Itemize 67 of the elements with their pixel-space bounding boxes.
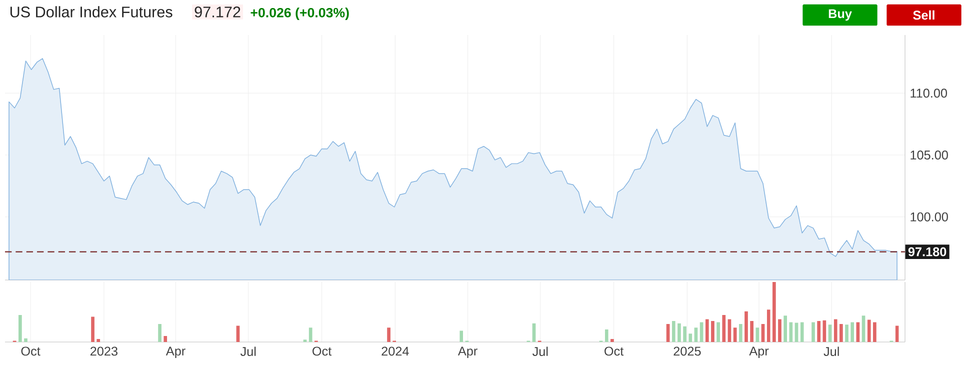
bar — [678, 323, 681, 342]
text: Buy — [828, 9, 852, 21]
bar — [756, 328, 760, 342]
bar — [158, 324, 162, 342]
text: 97.172 — [194, 6, 240, 18]
bar — [694, 328, 698, 342]
y-tick-label: 105.00 — [910, 150, 948, 160]
x-tick-label: Apr — [166, 346, 186, 358]
text: Sell — [913, 10, 934, 20]
bar — [728, 319, 732, 342]
x-tick-label: 2023 — [90, 346, 118, 356]
bar — [766, 310, 770, 342]
x-tick-label: Jul — [532, 346, 548, 356]
x-tick-label: Jul — [824, 346, 839, 356]
bar — [840, 324, 843, 342]
bar — [784, 316, 787, 342]
bar — [18, 315, 22, 342]
bar — [164, 336, 168, 342]
bar — [604, 329, 608, 342]
text: +0.026 (+0.03%) — [250, 8, 349, 20]
bar — [750, 321, 754, 342]
bar — [96, 339, 100, 342]
bar — [800, 322, 804, 342]
x-tick-label: Jul — [240, 346, 256, 356]
x-tick-label: 2025 — [674, 346, 701, 356]
bar — [822, 320, 826, 342]
bar — [738, 324, 742, 342]
bar — [778, 319, 782, 342]
bar — [772, 282, 776, 342]
ref-line-label: 97.180 — [908, 247, 946, 256]
bar — [722, 315, 726, 342]
x-tick-label: Oct — [604, 346, 624, 356]
bar — [672, 321, 676, 342]
bar — [460, 330, 464, 342]
bar — [387, 328, 390, 342]
bar — [873, 322, 876, 342]
bar — [834, 319, 838, 342]
bar — [610, 339, 614, 342]
x-tick-label: Oct — [21, 346, 40, 356]
bar — [716, 322, 720, 342]
bar — [744, 311, 748, 342]
bar — [828, 324, 832, 342]
bar — [817, 321, 821, 342]
bar — [789, 322, 793, 342]
bar — [867, 320, 871, 342]
bar — [845, 324, 848, 342]
x-tick-label: Apr — [749, 346, 769, 358]
bar — [683, 326, 686, 342]
x-tick-label: Oct — [312, 346, 332, 356]
bar — [700, 322, 704, 342]
bar — [850, 322, 854, 342]
bar — [711, 321, 714, 342]
bar — [856, 322, 860, 342]
y-tick-label: 110.00 — [910, 88, 948, 98]
bar — [308, 328, 312, 342]
x-tick-label: Apr — [458, 346, 478, 358]
x-tick-label: 2024 — [382, 346, 409, 356]
bar — [812, 322, 815, 342]
bar — [24, 338, 28, 342]
bar — [705, 319, 709, 342]
bar — [761, 324, 765, 342]
bar — [688, 334, 692, 342]
bar — [862, 316, 866, 342]
bar — [733, 328, 737, 342]
bar — [666, 324, 670, 342]
y-tick-label: 100.00 — [910, 212, 948, 222]
chart-title: US Dollar Index Futures — [10, 6, 172, 18]
